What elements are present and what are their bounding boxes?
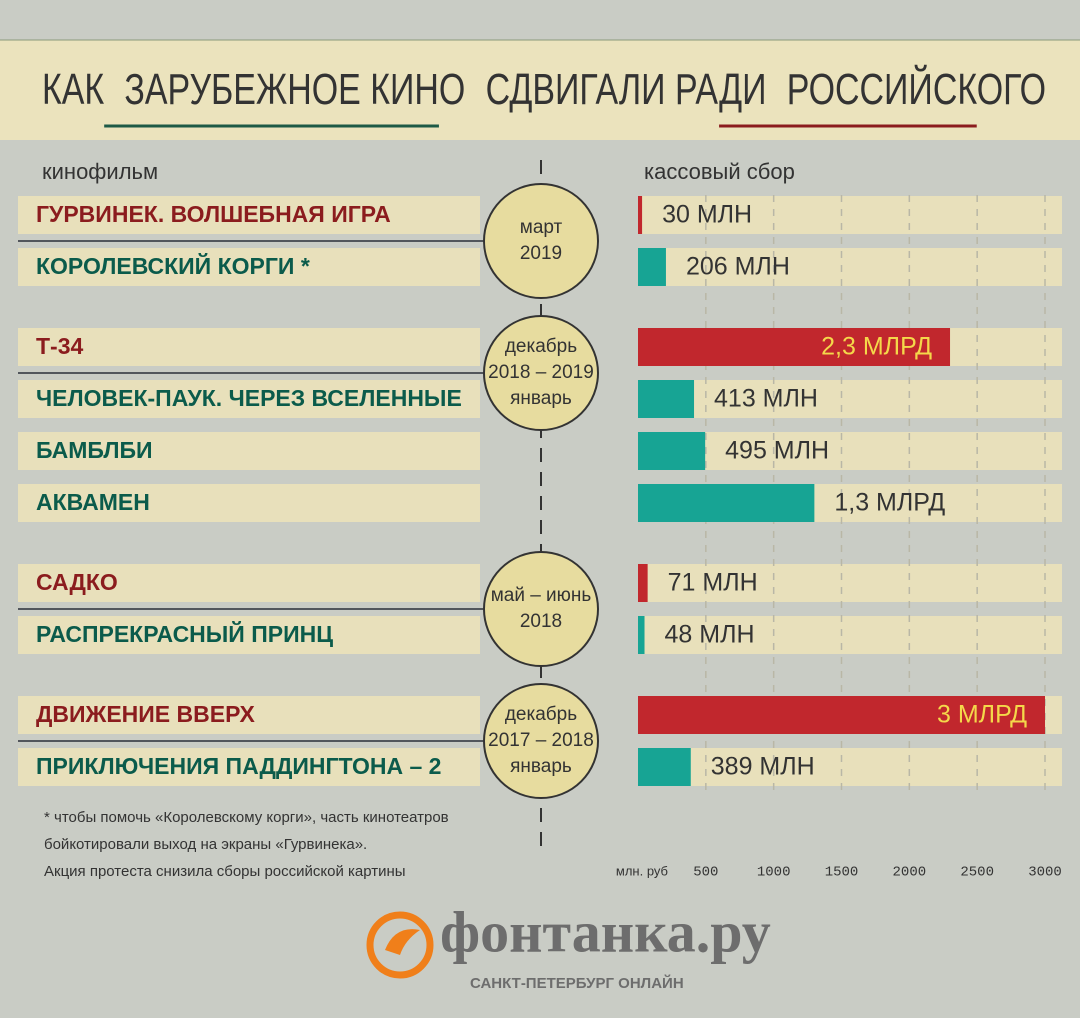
- title-part: ЗАРУБЕЖНОЕ КИНО: [124, 65, 465, 114]
- title-band: [0, 40, 1080, 140]
- period-label: декабрь: [505, 336, 577, 357]
- name-band: [18, 248, 480, 286]
- bar: [638, 328, 951, 366]
- period-circle: [483, 315, 599, 431]
- bar: [638, 564, 648, 602]
- value-label: 413 МЛН: [714, 385, 818, 413]
- title-part: КАК: [42, 65, 104, 114]
- footnote: * чтобы помочь «Королевскому корги», час…: [44, 809, 449, 826]
- logo-name: фонтанка.ру: [440, 899, 771, 964]
- film-name: КОРОЛЕВСКИЙ КОРГИ *: [36, 252, 310, 279]
- x-tick-label: 1500: [825, 865, 859, 881]
- bar: [638, 696, 1045, 734]
- title-part: СДВИГАЛИ РАДИ: [486, 65, 767, 114]
- period-circle: [483, 183, 599, 299]
- period-label: 2019: [520, 243, 562, 264]
- x-tick-label: 500: [693, 865, 718, 881]
- film-name: АКВАМЕН: [36, 489, 150, 515]
- value-axis-label: кассовый сбор: [644, 159, 795, 184]
- logo-tagline: САНКТ-ПЕТЕРБУРГ ОНЛАЙН: [470, 974, 684, 992]
- bar: [638, 616, 645, 654]
- bar: [638, 484, 815, 522]
- period-label: март: [520, 217, 563, 238]
- x-tick-label: 2000: [893, 865, 927, 881]
- value-label: 1,3 МЛРД: [834, 489, 945, 517]
- bar: [638, 432, 706, 470]
- period-label: декабрь: [505, 704, 577, 725]
- name-band: [18, 696, 480, 734]
- bar: [638, 380, 695, 418]
- period-label: 2018 – 2019: [488, 362, 594, 383]
- film-name: РАСПРЕКРАСНЫЙ ПРИНЦ: [36, 620, 333, 647]
- film-name: ПРИКЛЮЧЕНИЯ ПАДДИНГТОНА – 2: [36, 753, 441, 779]
- bar-band: [638, 432, 1062, 470]
- value-label: 48 МЛН: [665, 621, 755, 649]
- footnote: бойкотировали выход на экраны «Гурвинека…: [44, 836, 367, 853]
- logo-ring: [366, 911, 434, 979]
- title-part: РОССИЙСКОГО: [787, 63, 1046, 114]
- bar: [638, 196, 643, 234]
- period-label: 2017 – 2018: [488, 730, 594, 751]
- x-tick-label: 1000: [757, 865, 791, 881]
- value-label: 3 МЛРД: [937, 701, 1027, 729]
- name-band: [18, 564, 480, 602]
- period-circle: [483, 551, 599, 667]
- bar-band: [638, 616, 1062, 654]
- bar: [638, 748, 691, 786]
- x-tick-label: 3000: [1028, 865, 1062, 881]
- bar-band: [638, 380, 1062, 418]
- film-name: Т-34: [36, 333, 84, 359]
- bar: [638, 248, 666, 286]
- logo-bird: [385, 929, 420, 955]
- period-circle: [483, 683, 599, 799]
- value-label: 30 МЛН: [662, 201, 752, 229]
- x-unit-label: млн. руб: [616, 863, 668, 878]
- footnote: Акция протеста снизила сборы российской …: [44, 863, 406, 880]
- value-label: 495 МЛН: [725, 437, 829, 465]
- chart-title: КАК ЗАРУБЕЖНОЕ КИНО СДВИГАЛИ РАДИ РОССИЙ…: [42, 63, 1046, 114]
- name-band: [18, 196, 480, 234]
- value-label: 2,3 МЛРД: [821, 333, 932, 361]
- category-axis-label: кинофильм: [42, 159, 158, 184]
- logo-icon: [366, 911, 434, 979]
- value-label: 206 МЛН: [686, 253, 790, 281]
- film-name: ЧЕЛОВЕК-ПАУК. ЧЕРЕЗ ВСЕЛЕННЫЕ: [36, 385, 462, 411]
- film-name: САДКО: [36, 569, 118, 595]
- film-name: БАМБЛБИ: [36, 437, 153, 463]
- name-band: [18, 328, 480, 366]
- bar-band: [638, 564, 1062, 602]
- name-band: [18, 484, 480, 522]
- x-tick-label: 2500: [960, 865, 994, 881]
- name-band: [18, 380, 480, 418]
- rows: 500 1000 1500 2000 2500 3000 ГУРВИНЕК. ВОЛШЕБН…: [18, 183, 1062, 881]
- name-band: [18, 748, 480, 786]
- value-label: 389 МЛН: [711, 753, 815, 781]
- film-name: ДВИЖЕНИЕ ВВЕРХ: [36, 701, 256, 727]
- bar-band: [638, 196, 1062, 234]
- film-name: ГУРВИНЕК. ВОЛШЕБНАЯ ИГРА: [36, 201, 391, 227]
- name-band: [18, 616, 480, 654]
- period-label: январь: [510, 388, 572, 409]
- period-label: январь: [510, 756, 572, 777]
- bar-band: [638, 748, 1062, 786]
- bar-band: [638, 248, 1062, 286]
- value-label: 71 МЛН: [668, 569, 758, 597]
- period-label: 2018: [520, 611, 562, 632]
- name-band: [18, 432, 480, 470]
- period-label: май – июнь: [491, 585, 592, 606]
